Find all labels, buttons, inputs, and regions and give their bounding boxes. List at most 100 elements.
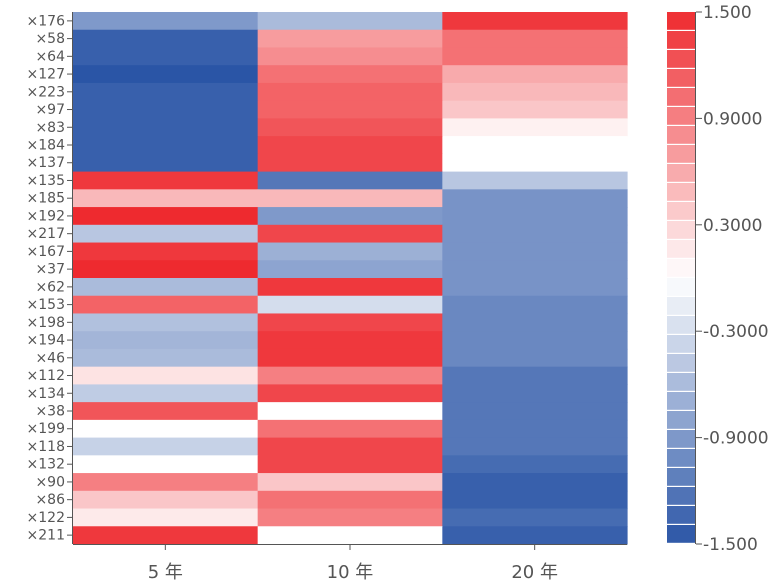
heatmap-cell: [257, 29, 443, 49]
colorbar-step: [667, 449, 695, 467]
heatmap-cell: [257, 189, 443, 208]
heatmap-cell: [73, 295, 259, 315]
heatmap-cell: [257, 295, 443, 315]
colorbar-tick-label: 0.9000: [703, 109, 762, 129]
heatmap-cell: [73, 402, 259, 421]
heatmap-cell: [257, 278, 443, 297]
row-labels: ×176 ×58 ×64 ×127×223 ×97 ×83 ×184×137 ×135 ×185…: [27, 12, 73, 544]
heatmap-cell: [442, 82, 628, 102]
heatmap-cell: [442, 136, 628, 155]
row-label: ×127: [27, 67, 65, 83]
colorbar-step: [667, 107, 695, 125]
row-label: ×153: [27, 297, 65, 313]
column-label: 20 年: [511, 562, 558, 583]
row-label: ×38: [35, 404, 65, 420]
colorbar-step: [667, 316, 695, 334]
row-label: ×134: [27, 386, 66, 402]
row-label: ×137: [27, 155, 65, 171]
colorbar-tick-label: 0.3000: [703, 216, 762, 236]
heatmap-cell: [73, 437, 259, 456]
row-label: ×167: [27, 244, 65, 260]
heatmap-cell: [73, 348, 259, 368]
row-label: ×37: [35, 262, 65, 278]
heatmap-cell: [257, 153, 443, 173]
heatmap-cell: [73, 508, 259, 527]
heatmap-cell: [73, 473, 259, 492]
heatmap-cell: [73, 136, 259, 155]
heatmap-cell: [442, 348, 628, 368]
heatmap-cell: [442, 29, 628, 49]
heatmap-cell: [257, 224, 443, 244]
heatmap-cell: [442, 171, 628, 190]
heatmap-cell: [442, 384, 628, 403]
heatmap-cell: [257, 490, 443, 510]
heatmap-cell: [442, 278, 628, 297]
heatmap-cell: [73, 12, 259, 31]
colorbar-step: [667, 88, 695, 106]
row-label: ×112: [27, 368, 65, 384]
heatmap-cell: [73, 278, 259, 297]
heatmap-cell: [73, 242, 259, 261]
colorbar-step: [667, 12, 695, 30]
colorbar-step: [667, 411, 695, 429]
colorbar-step: [667, 278, 695, 296]
heatmap-cell: [442, 295, 628, 315]
row-label: ×192: [27, 208, 65, 224]
heatmap-cell: [73, 82, 259, 102]
heatmap-cell: [257, 118, 443, 137]
colorbar-step: [667, 69, 695, 87]
row-label: ×118: [27, 439, 65, 455]
row-label: ×176: [27, 13, 66, 29]
colorbar-step: [667, 354, 695, 372]
heatmap-cell: [73, 419, 259, 439]
heatmap-cell: [257, 12, 443, 31]
heatmap-cell: [73, 47, 259, 66]
colorbar-step: [667, 525, 695, 543]
heatmap-cell: [442, 508, 628, 527]
heatmap-cell: [442, 437, 628, 456]
heatmap-cell: [257, 82, 443, 102]
heatmap-cell: [73, 490, 259, 510]
colorbar-step: [667, 468, 695, 486]
heatmap-cell: [73, 100, 259, 119]
heatmap-cell: [257, 526, 443, 545]
row-label: ×46: [35, 350, 65, 366]
heatmap-cell: [257, 313, 443, 332]
heatmap-cell: [442, 455, 628, 474]
row-label: ×86: [35, 492, 65, 508]
heatmap-cell: [442, 224, 628, 244]
colorbar-step: [667, 221, 695, 239]
row-label: ×132: [27, 457, 65, 473]
heatmap-cell: [257, 348, 443, 368]
colorbar: 1.500 0.9000 0.3000 -0.3000 -0.9000 -1.500: [667, 3, 769, 555]
row-label: ×198: [27, 315, 65, 331]
column-labels: 5 年 10 年 20 年: [73, 544, 627, 583]
colorbar-step: [667, 392, 695, 410]
heatmap-cell: [442, 47, 628, 66]
heatmap-cell: [73, 455, 259, 474]
heatmap-cell: [442, 100, 628, 119]
colorbar-step: [667, 506, 695, 524]
heatmap-cell: [73, 207, 259, 226]
heatmap-cell: [73, 189, 259, 208]
heatmap-cell: [257, 47, 443, 66]
heatmap-cell: [442, 207, 628, 226]
row-label: ×90: [35, 474, 65, 490]
heatmap-cell: [257, 171, 443, 190]
colorbar-step: [667, 31, 695, 49]
heatmap-cell: [442, 490, 628, 510]
row-label: ×194: [27, 333, 66, 349]
heatmap-cell: [442, 526, 628, 545]
colorbar-step: [667, 164, 695, 182]
row-label: ×217: [27, 226, 65, 242]
row-label: ×223: [27, 84, 65, 100]
heatmap-cell: [257, 402, 443, 421]
colorbar-tick-label: -0.9000: [703, 429, 769, 449]
heatmap-cell: [257, 508, 443, 527]
column-label: 10 年: [327, 562, 374, 583]
heatmap-cell: [442, 473, 628, 492]
heatmap-cell: [442, 65, 628, 84]
heatmap-cell: [442, 419, 628, 439]
heatmap-cell: [257, 419, 443, 439]
